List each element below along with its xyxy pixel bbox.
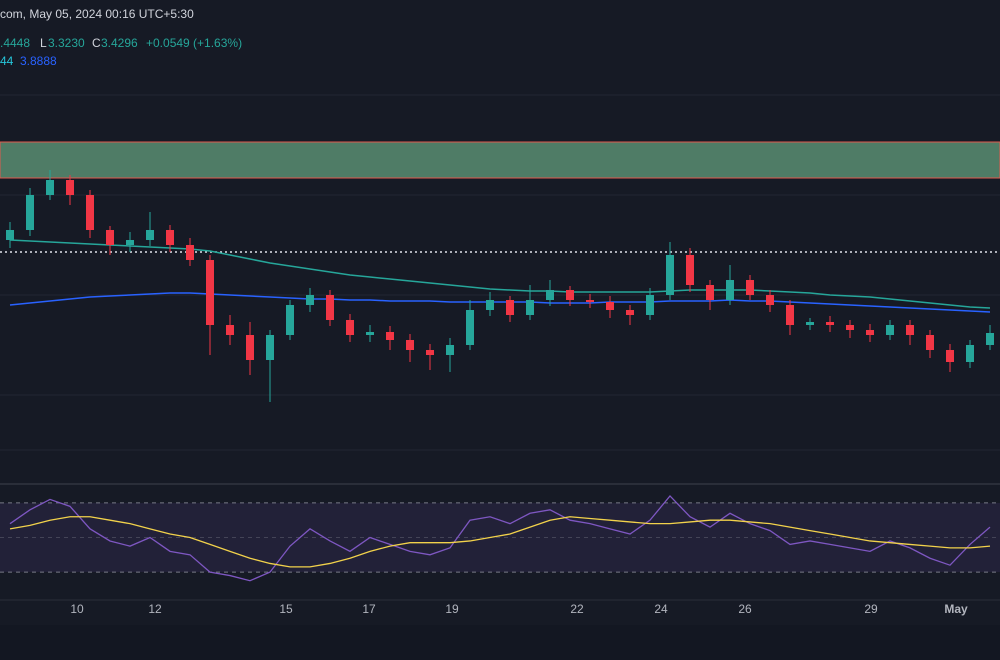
candle-body	[166, 230, 174, 245]
x-tick-label: 12	[148, 602, 162, 616]
candle-body	[426, 350, 434, 355]
zone	[0, 141, 1000, 179]
candle-body	[186, 245, 194, 260]
moving-average	[9, 239, 991, 309]
x-tick-label: 10	[70, 602, 84, 616]
x-tick-label: 19	[445, 602, 459, 616]
legend-high: .4448	[0, 36, 30, 50]
header: com, May 05, 2024 00:16 UTC+5:30	[0, 7, 194, 21]
legend-close: 3.4296	[101, 36, 138, 50]
candle-body	[546, 290, 554, 300]
candle-body	[686, 255, 694, 285]
legend-low-label: L	[40, 36, 47, 50]
candle-body	[366, 332, 374, 335]
candle-body	[786, 305, 794, 325]
rsi-line	[9, 495, 991, 582]
candle-body	[606, 302, 614, 310]
legend-ma-b: 3.8888	[20, 54, 57, 68]
candle-body	[926, 335, 934, 350]
x-tick-label: 29	[864, 602, 878, 616]
candle-body	[346, 320, 354, 335]
candle-body	[886, 325, 894, 335]
x-tick-label: 26	[738, 602, 752, 616]
candle-body	[826, 322, 834, 325]
candle-body	[146, 230, 154, 240]
candle-body	[706, 285, 714, 300]
candle-body	[66, 180, 74, 195]
legend-ma-a: 44	[0, 54, 14, 68]
candle-body	[526, 300, 534, 315]
candle-body	[946, 350, 954, 362]
candle-body	[866, 330, 874, 335]
candle-body	[26, 195, 34, 230]
candle-body	[486, 300, 494, 310]
x-tick-label: 17	[362, 602, 376, 616]
footer	[0, 625, 1000, 660]
x-tick-label: May	[944, 602, 968, 616]
candle-body	[106, 230, 114, 245]
x-tick-label: 15	[279, 602, 293, 616]
x-tick-label: 24	[654, 602, 668, 616]
x-tick-label: 22	[570, 602, 584, 616]
candle-body	[306, 295, 314, 305]
legend: .4448 L 3.3230 C 3.4296 +0.0549 (+1.63%)…	[0, 36, 242, 68]
legend-close-label: C	[92, 36, 101, 50]
candle-body	[726, 280, 734, 300]
candle-body	[986, 333, 994, 345]
candle-body	[506, 300, 514, 315]
candle-body	[906, 325, 914, 335]
candle-body	[966, 345, 974, 362]
rsi-band	[0, 502, 1000, 573]
candle-body	[326, 295, 334, 320]
candle-body	[46, 180, 54, 195]
candle-body	[206, 260, 214, 325]
candle-body	[766, 295, 774, 305]
rsi-ma-line	[9, 516, 991, 568]
candle-body	[646, 295, 654, 315]
candle-body	[586, 300, 594, 302]
candle-body	[386, 332, 394, 340]
moving-average	[9, 292, 991, 313]
candle-body	[126, 240, 134, 245]
candle-body	[446, 345, 454, 355]
candle-body	[86, 195, 94, 230]
candle-body	[286, 305, 294, 335]
candle-body	[666, 255, 674, 295]
legend-change: +0.0549 (+1.63%)	[146, 36, 242, 50]
candle-body	[746, 280, 754, 295]
candle-body	[226, 325, 234, 335]
candle-body	[566, 290, 574, 300]
candle-body	[266, 335, 274, 360]
candle-body	[806, 322, 814, 325]
candle-body	[626, 310, 634, 315]
candle-body	[846, 325, 854, 330]
candle-body	[246, 335, 254, 360]
candle-body	[466, 310, 474, 345]
legend-low: 3.3230	[48, 36, 85, 50]
candle-body	[406, 340, 414, 350]
candle-body	[6, 230, 14, 240]
